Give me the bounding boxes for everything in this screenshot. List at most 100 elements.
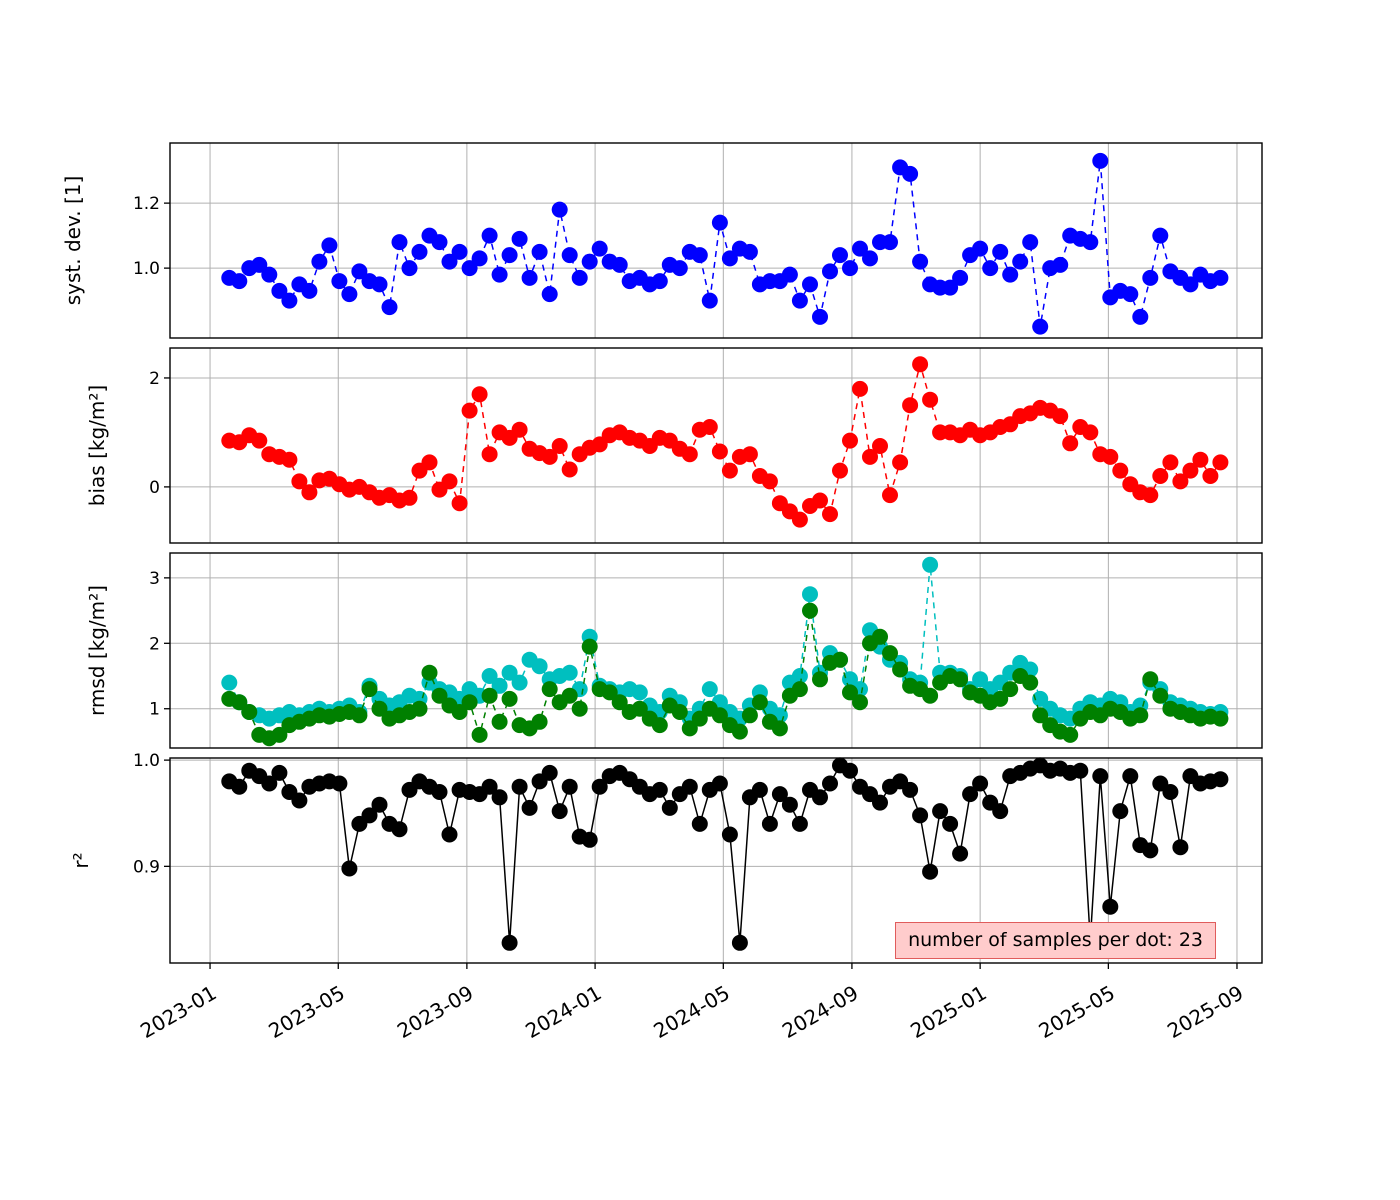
xtick-label: 2024-01 xyxy=(521,981,605,1044)
data-point xyxy=(1132,707,1149,724)
data-point xyxy=(361,681,378,698)
data-point xyxy=(902,397,919,414)
data-point xyxy=(1212,771,1229,788)
data-point xyxy=(531,713,548,730)
data-point xyxy=(461,260,478,277)
data-point xyxy=(301,484,318,501)
data-point xyxy=(1082,234,1099,251)
data-point xyxy=(521,799,538,816)
data-point xyxy=(1212,269,1229,286)
data-point xyxy=(711,443,728,460)
data-point xyxy=(972,671,989,688)
data-point xyxy=(551,803,568,820)
data-point xyxy=(882,645,898,662)
data-point xyxy=(1002,266,1019,283)
data-point xyxy=(571,269,588,286)
data-point xyxy=(1112,803,1129,820)
data-point xyxy=(541,286,558,303)
data-point xyxy=(491,713,508,730)
data-point xyxy=(581,638,598,655)
panel-rmsd: 1 2 3 rmsd [kg/m²] xyxy=(85,552,1263,749)
data-point xyxy=(1212,454,1229,471)
data-point xyxy=(371,700,388,717)
data-point xyxy=(271,282,288,299)
data-point xyxy=(561,664,578,681)
data-point xyxy=(221,674,238,691)
data-point xyxy=(802,586,818,603)
data-point xyxy=(942,815,959,832)
data-point xyxy=(501,664,518,681)
data-point xyxy=(872,794,888,811)
data-point xyxy=(902,165,919,182)
data-point xyxy=(481,778,498,795)
data-point xyxy=(551,201,568,218)
data-point xyxy=(1012,253,1029,270)
data-point xyxy=(391,821,408,838)
data-point xyxy=(922,863,939,880)
data-point xyxy=(611,694,628,711)
data-point xyxy=(1152,227,1169,244)
data-point xyxy=(431,234,448,251)
data-point xyxy=(1092,152,1109,169)
data-point xyxy=(541,764,558,781)
data-point xyxy=(701,419,718,435)
data-point xyxy=(471,250,488,267)
data-point xyxy=(1022,674,1039,691)
data-point xyxy=(1022,234,1039,251)
data-point xyxy=(711,775,728,792)
data-point xyxy=(691,815,708,832)
data-point xyxy=(802,276,818,293)
data-point xyxy=(771,786,788,803)
panel-border xyxy=(169,757,1263,964)
data-point xyxy=(401,489,418,506)
xtick-label: 2023-09 xyxy=(393,981,477,1044)
data-point xyxy=(1212,710,1229,727)
data-point xyxy=(842,684,858,701)
ytick-label: 1 xyxy=(149,700,160,720)
data-point xyxy=(701,681,718,698)
data-point xyxy=(511,778,528,795)
data-point xyxy=(882,234,898,251)
data-point xyxy=(1032,318,1049,335)
data-point xyxy=(531,243,548,260)
data-point xyxy=(892,454,909,471)
data-point xyxy=(411,700,428,717)
ytick-label: 1.2 xyxy=(133,194,160,214)
data-point xyxy=(751,781,768,798)
data-point xyxy=(561,461,578,478)
data-point xyxy=(1142,842,1159,859)
panel-border xyxy=(169,552,1263,749)
data-point xyxy=(231,273,248,290)
data-point xyxy=(651,781,668,798)
data-point xyxy=(361,807,378,824)
data-point xyxy=(912,356,929,373)
data-point xyxy=(591,240,608,257)
data-point xyxy=(832,651,848,668)
data-point xyxy=(441,826,458,843)
samples-annotation: number of samples per dot: 23 xyxy=(895,922,1216,959)
data-point xyxy=(1122,286,1139,303)
data-point xyxy=(1132,308,1149,325)
data-point xyxy=(481,687,498,704)
data-point xyxy=(741,707,758,724)
xtick-label: 2023-01 xyxy=(136,981,220,1044)
data-point xyxy=(842,762,858,779)
data-point xyxy=(882,487,898,504)
data-point xyxy=(872,438,888,454)
data-point xyxy=(471,726,488,743)
data-point xyxy=(511,230,528,247)
data-point xyxy=(992,803,1009,820)
data-point xyxy=(912,253,929,270)
data-point xyxy=(631,700,648,717)
data-point xyxy=(791,511,808,528)
data-point xyxy=(631,684,648,701)
data-point xyxy=(241,704,258,720)
samples-annotation-text: number of samples per dot: 23 xyxy=(908,929,1203,951)
data-point xyxy=(791,815,808,832)
data-point xyxy=(671,704,688,720)
data-point xyxy=(1032,707,1049,724)
data-point xyxy=(711,707,728,724)
ytick-label: 1.0 xyxy=(133,259,160,279)
data-point xyxy=(281,451,298,468)
